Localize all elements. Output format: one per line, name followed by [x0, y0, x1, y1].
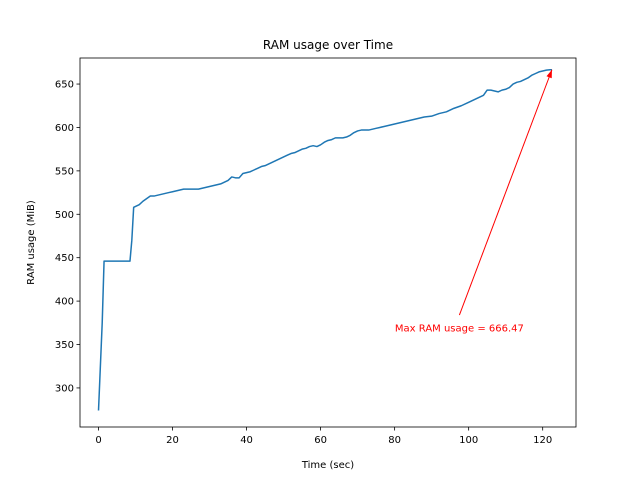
ram-usage-line	[97, 69, 552, 411]
y-tick-label: 450	[55, 253, 74, 264]
x-tick-label: 20	[166, 435, 179, 446]
max-annotation-arrowhead	[546, 69, 552, 79]
x-tick-label: 60	[314, 435, 327, 446]
chart-title: RAM usage over Time	[263, 38, 393, 52]
annotation-layer: Max RAM usage = 666.47	[395, 69, 553, 335]
y-axis-label: RAM usage (MiB)	[26, 200, 37, 285]
y-tick-label: 350	[55, 340, 74, 351]
y-tick-label: 400	[55, 297, 74, 308]
max-annotation-arrow	[458, 69, 553, 316]
y-tick-label: 300	[55, 383, 74, 394]
y-tick-label: 550	[55, 166, 74, 177]
x-axis-ticks: 0 20 40 60 80 100 120	[95, 427, 552, 446]
plot-area	[97, 69, 552, 411]
y-tick-label: 600	[55, 123, 74, 134]
x-tick-label: 0	[95, 435, 101, 446]
y-tick-label: 650	[55, 80, 74, 91]
x-tick-label: 40	[240, 435, 253, 446]
x-tick-label: 80	[388, 435, 401, 446]
y-axis-ticks: 300 350 400 450 500 550 600 650	[55, 80, 80, 394]
x-axis-label: Time (sec)	[301, 460, 354, 471]
x-tick-label: 120	[533, 435, 552, 446]
axes-frame	[79, 57, 577, 428]
y-tick-label: 500	[55, 210, 74, 221]
x-tick-label: 100	[459, 435, 478, 446]
max-annotation-label: Max RAM usage = 666.47	[395, 324, 524, 335]
